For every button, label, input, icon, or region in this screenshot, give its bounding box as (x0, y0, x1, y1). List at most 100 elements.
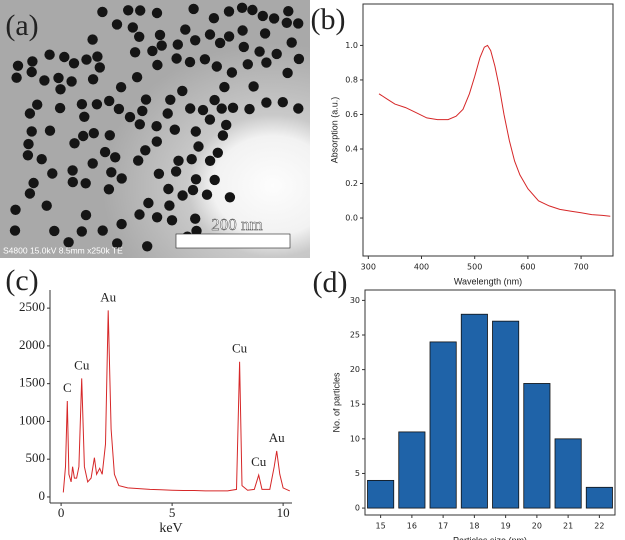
nanoparticle (99, 146, 111, 158)
nanoparticle (88, 128, 100, 139)
peak-label: Cu (232, 341, 248, 356)
nanoparticle (111, 19, 123, 30)
nanoparticle (55, 84, 66, 95)
x-tick-label: 500 (467, 263, 482, 272)
nanoparticle (204, 29, 216, 40)
nanoparticle (11, 72, 22, 83)
x-tick-label: 17 (438, 522, 448, 531)
nanoparticle (39, 75, 50, 86)
nanoparticle (221, 119, 232, 131)
nanoparticle (188, 3, 199, 15)
panel-label: (c) (5, 264, 38, 297)
peak-label: C (63, 380, 72, 395)
nanoparticle (242, 59, 253, 70)
x-tick-label: 600 (520, 263, 535, 272)
nanoparticle (248, 81, 259, 92)
nanoparticle (247, 4, 258, 16)
nanoparticle (216, 103, 227, 114)
nanoparticle (286, 37, 297, 48)
nanoparticle (254, 46, 265, 57)
nanoparticle (87, 74, 99, 85)
nanoparticle (197, 104, 209, 116)
nanoparticle (191, 225, 202, 237)
nanoparticle (164, 200, 175, 211)
nanoparticle (217, 130, 229, 141)
nanoparticle (212, 147, 223, 158)
nanoparticle (97, 6, 108, 18)
nanoparticle (261, 97, 272, 108)
nanoparticle (177, 190, 188, 201)
absorption-line (378, 44, 611, 217)
x-tick-label: 22 (594, 522, 604, 531)
spectrum-line (62, 310, 291, 493)
nanoparticle (209, 94, 220, 106)
nanoparticle (281, 17, 292, 28)
nanoparticle (110, 152, 121, 163)
nanoparticle (63, 237, 74, 248)
nanoparticle (87, 158, 98, 169)
y-tick-label: 0.6 (345, 110, 358, 119)
nanoparticle (163, 183, 174, 195)
nanoparticle (257, 10, 268, 22)
nanoparticle (226, 67, 238, 78)
x-tick-label: 700 (573, 263, 588, 272)
nanoparticle (67, 176, 79, 188)
nanoparticle (151, 136, 162, 147)
nanoparticle (244, 103, 255, 115)
y-tick-label: 2000 (19, 337, 45, 352)
y-tick-label: 0 (39, 488, 46, 503)
y-axis-label: Absorption (a.u.) (329, 97, 339, 164)
caption: S4800 15.0kV 8.5mm x250k TE (3, 245, 123, 255)
nanoparticle (26, 66, 37, 78)
nanoparticle (116, 173, 127, 184)
nanoparticle (127, 22, 138, 33)
bar (492, 320, 520, 509)
y-tick-label: 0.2 (345, 179, 358, 188)
nanoparticle (173, 155, 184, 166)
scale-label: 200 nm (211, 215, 262, 234)
nanoparticle (208, 13, 220, 24)
nanoparticle (140, 94, 152, 105)
nanoparticle (78, 130, 89, 142)
nanoparticle (24, 188, 36, 199)
nanoparticle (41, 200, 52, 211)
nanoparticle (79, 111, 90, 123)
nanoparticle (81, 54, 92, 65)
nanoparticle (211, 61, 222, 72)
x-tick-label: 20 (532, 522, 542, 531)
nanoparticle (124, 111, 136, 123)
nanoparticle (92, 51, 103, 62)
nanoparticle (76, 99, 88, 110)
nanoparticle (27, 56, 38, 67)
peak-label: Cu (74, 357, 90, 372)
nanoparticle (169, 124, 180, 135)
nanoparticle (237, 25, 248, 36)
y-tick-label: 5 (355, 469, 360, 478)
plot-frame (364, 289, 616, 516)
nanoparticle (67, 165, 78, 176)
x-axis-label: Wavelength (nm) (454, 276, 522, 286)
nanoparticle (129, 47, 141, 58)
nanoparticle (170, 166, 182, 177)
nanoparticle (151, 121, 162, 132)
nanoparticle (193, 141, 204, 152)
x-tick-label: 15 (376, 522, 386, 531)
x-tick-label: 21 (563, 522, 573, 531)
nanoparticle (9, 225, 21, 236)
nanoparticle (131, 72, 143, 83)
nanoparticle (97, 225, 108, 236)
nanoparticle (283, 6, 294, 17)
nanoparticle (186, 154, 197, 165)
y-tick-label: 2500 (19, 299, 45, 314)
x-tick-label: 400 (414, 263, 429, 272)
nanoparticle (26, 126, 37, 137)
nanoparticle (123, 5, 134, 16)
nanoparticle (104, 95, 115, 107)
x-tick-label: 0 (58, 505, 65, 520)
y-tick-label: 0.8 (345, 75, 358, 84)
nanoparticle (277, 97, 288, 108)
nanoparticle (190, 174, 202, 185)
nanoparticle (151, 212, 163, 223)
nanoparticle (137, 105, 148, 117)
nanoparticle (293, 103, 304, 114)
